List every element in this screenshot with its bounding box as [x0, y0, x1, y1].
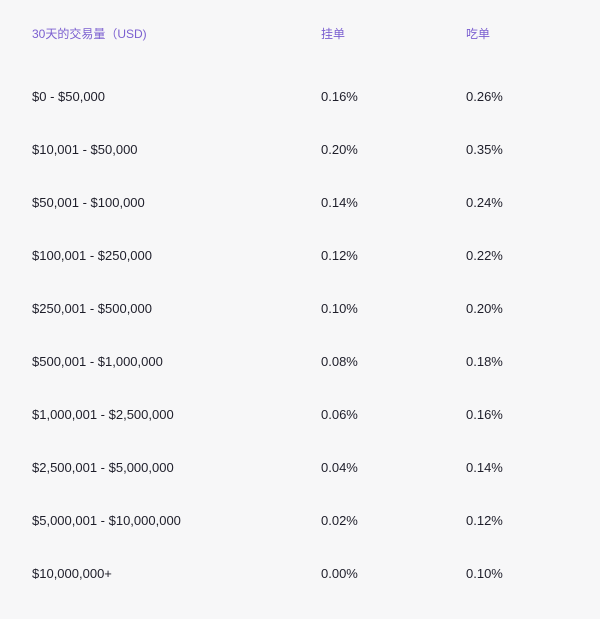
- volume-tier-cell: $2,500,001 - $5,000,000: [32, 460, 174, 475]
- taker-fee-cell: 0.14%: [466, 460, 503, 475]
- table-row: $10,001 - $50,000 0.20% 0.35%: [0, 141, 600, 161]
- taker-fee-cell: 0.22%: [466, 248, 503, 263]
- taker-fee-cell: 0.16%: [466, 407, 503, 422]
- volume-tier-cell: $250,001 - $500,000: [32, 301, 152, 316]
- table-row: $2,500,001 - $5,000,000 0.04% 0.14%: [0, 459, 600, 479]
- volume-tier-cell: $50,001 - $100,000: [32, 195, 145, 210]
- maker-fee-cell: 0.16%: [321, 89, 358, 104]
- maker-fee-cell: 0.10%: [321, 301, 358, 316]
- table-row: $5,000,001 - $10,000,000 0.02% 0.12%: [0, 512, 600, 532]
- taker-fee-cell: 0.18%: [466, 354, 503, 369]
- maker-fee-cell: 0.08%: [321, 354, 358, 369]
- maker-fee-cell: 0.14%: [321, 195, 358, 210]
- taker-fee-cell: 0.35%: [466, 142, 503, 157]
- volume-tier-cell: $10,001 - $50,000: [32, 142, 138, 157]
- taker-fee-cell: 0.26%: [466, 89, 503, 104]
- table-row: $10,000,000+ 0.00% 0.10%: [0, 565, 600, 585]
- table-row: $500,001 - $1,000,000 0.08% 0.18%: [0, 353, 600, 373]
- taker-fee-cell: 0.12%: [466, 513, 503, 528]
- maker-fee-cell: 0.02%: [321, 513, 358, 528]
- table-row: $250,001 - $500,000 0.10% 0.20%: [0, 300, 600, 320]
- table-row: $1,000,001 - $2,500,000 0.06% 0.16%: [0, 406, 600, 426]
- maker-fee-cell: 0.04%: [321, 460, 358, 475]
- taker-fee-cell: 0.20%: [466, 301, 503, 316]
- volume-tier-cell: $5,000,001 - $10,000,000: [32, 513, 181, 528]
- table-row: $100,001 - $250,000 0.12% 0.22%: [0, 247, 600, 267]
- volume-tier-cell: $1,000,001 - $2,500,000: [32, 407, 174, 422]
- table-row: $0 - $50,000 0.16% 0.26%: [0, 88, 600, 108]
- maker-fee-cell: 0.20%: [321, 142, 358, 157]
- maker-fee-cell: 0.00%: [321, 566, 358, 581]
- header-taker-fee: 吃单: [466, 27, 491, 41]
- table-header: 30天的交易量（USD) 挂单 吃单: [0, 25, 600, 43]
- volume-tier-cell: $10,000,000+: [32, 566, 112, 581]
- taker-fee-cell: 0.10%: [466, 566, 503, 581]
- maker-fee-cell: 0.06%: [321, 407, 358, 422]
- header-maker-fee: 挂单: [321, 27, 346, 41]
- volume-tier-cell: $100,001 - $250,000: [32, 248, 152, 263]
- taker-fee-cell: 0.24%: [466, 195, 503, 210]
- volume-tier-cell: $500,001 - $1,000,000: [32, 354, 163, 369]
- table-row: $50,001 - $100,000 0.14% 0.24%: [0, 194, 600, 214]
- volume-tier-cell: $0 - $50,000: [32, 89, 106, 104]
- header-30-day-volume: 30天的交易量（USD): [32, 27, 147, 41]
- maker-fee-cell: 0.12%: [321, 248, 358, 263]
